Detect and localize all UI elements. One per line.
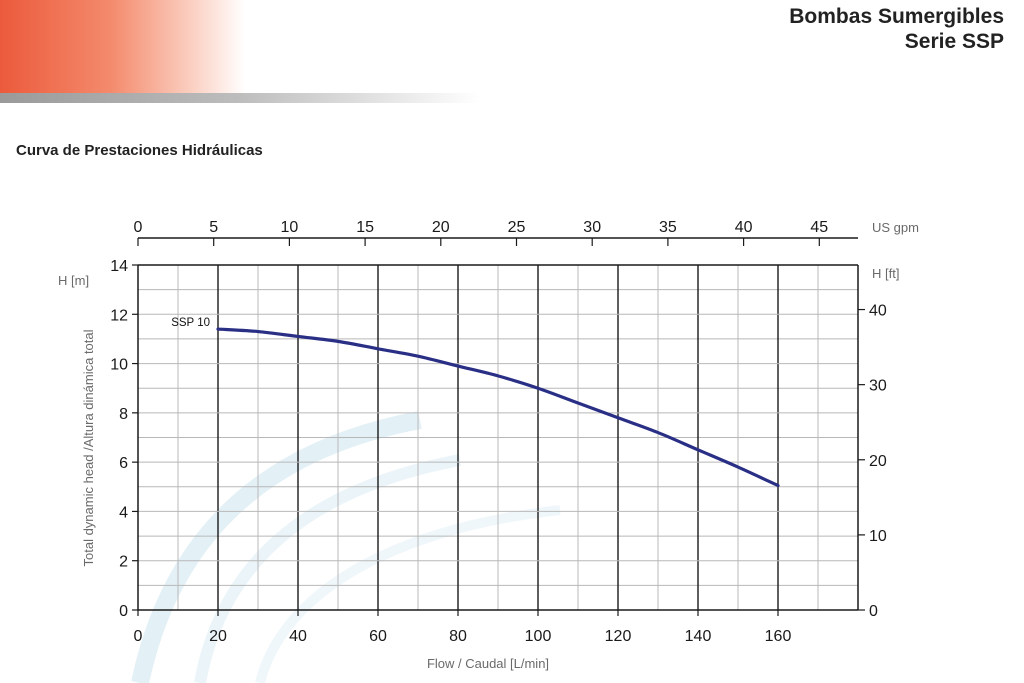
x-tick-label: 80	[449, 628, 467, 645]
y-tick-label: 2	[119, 554, 128, 571]
left-axis-unit: H [m]	[58, 273, 89, 288]
chart-series	[216, 327, 780, 488]
series-label: SSP 10	[171, 317, 210, 329]
right-axis-tick-label: 30	[869, 378, 887, 395]
brand-gray-stripe	[0, 93, 480, 103]
section-title: Curva de Prestaciones Hidráulicas	[16, 142, 263, 159]
top-axis-tick-label: 15	[356, 219, 374, 236]
header-title-line1: Bombas Sumergibles	[789, 5, 1004, 28]
x-tick-label: 140	[685, 628, 712, 645]
x-tick-label: 40	[289, 628, 307, 645]
x-tick-label: 100	[525, 628, 552, 645]
x-tick-label: 60	[369, 628, 387, 645]
right-axis-tick-label: 20	[869, 453, 887, 470]
x-tick-label: 160	[765, 628, 792, 645]
top-axis-tick-label: 20	[432, 219, 450, 236]
right-axis-tick-label: 10	[869, 528, 887, 545]
top-axis-tick-label: 30	[583, 219, 601, 236]
right-axis-tick-label: 40	[869, 303, 887, 320]
y-tick-label: 14	[110, 258, 128, 275]
brand-gradient-block	[0, 0, 245, 93]
y-tick-label: 4	[119, 504, 128, 521]
top-axis-tick-label: 25	[508, 219, 526, 236]
y-tick-label: 10	[110, 357, 128, 374]
top-axis-tick-label: 10	[281, 219, 299, 236]
x-tick-label: 0	[134, 628, 143, 645]
y-tick-label: 8	[119, 406, 128, 423]
top-axis-tick-label: 40	[735, 219, 753, 236]
x-tick-label: 120	[605, 628, 632, 645]
page-header-title: Bombas Sumergibles Serie SSP	[789, 4, 1004, 54]
top-axis-tick-label: 0	[134, 219, 143, 236]
top-axis-tick-label: 45	[810, 219, 828, 236]
right-axis-tick-label: 0	[869, 603, 878, 620]
chart-axes	[132, 237, 865, 616]
x-axis-title: Flow / Caudal [L/min]	[427, 656, 549, 671]
chart-grid	[138, 264, 858, 610]
top-axis-tick-label: 5	[209, 219, 218, 236]
y-axis-title: Total dynamic head /Altura dinámica tota…	[81, 329, 96, 566]
y-tick-label: 12	[110, 307, 128, 324]
header-title-line2: Serie SSP	[904, 30, 1004, 53]
top-axis-unit: US gpm	[872, 220, 919, 235]
right-axis-unit: H [ft]	[872, 266, 899, 281]
y-tick-label: 6	[119, 455, 128, 472]
top-axis-tick-label: 35	[659, 219, 677, 236]
y-tick-label: 0	[119, 603, 128, 620]
x-tick-label: 20	[209, 628, 227, 645]
